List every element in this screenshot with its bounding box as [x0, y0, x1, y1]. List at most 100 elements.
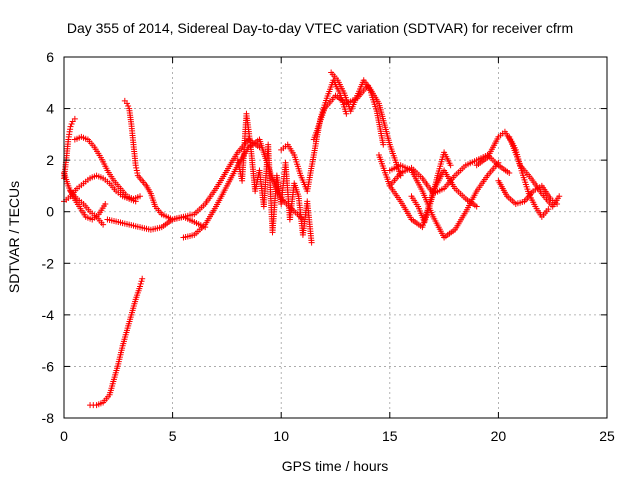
series-arc-4	[71, 133, 144, 202]
data-point-trail	[108, 182, 118, 193]
data-point-trail	[505, 194, 517, 206]
data-point-trail	[286, 143, 296, 156]
series-arc-15	[375, 151, 480, 231]
data-point-trail	[410, 217, 424, 229]
data-point-trail	[105, 169, 116, 182]
data-point-trail	[463, 190, 479, 213]
y-tick-label: 6	[46, 49, 54, 65]
data-point-trail	[97, 203, 107, 216]
data-point-trail	[193, 202, 207, 216]
data-point	[123, 100, 130, 107]
data-point	[71, 115, 78, 122]
data-point-trail	[182, 211, 196, 220]
data-point-trail	[160, 212, 174, 222]
y-axis-label: SDTVAR / TECUs	[6, 181, 22, 293]
data-point-trail	[171, 214, 185, 222]
y-tick-label: 0	[46, 204, 54, 220]
data-point-trail	[101, 393, 111, 404]
data-point	[100, 221, 107, 228]
data-point	[447, 162, 454, 169]
data-point-trail	[329, 71, 339, 82]
data-point-trail	[497, 163, 511, 175]
data-point-trail	[453, 164, 467, 177]
data-point-trail	[69, 190, 79, 200]
x-tick-label: 20	[491, 428, 507, 444]
data-point-trail	[80, 134, 89, 142]
data-point-trail	[214, 169, 229, 190]
data-point-trail	[389, 163, 402, 173]
data-point-trail	[280, 143, 289, 152]
data-point-trail	[399, 165, 413, 175]
data-point	[139, 275, 146, 282]
data-point-trail	[82, 202, 92, 213]
data-point-trail	[112, 179, 122, 190]
data-point-trail	[111, 363, 121, 381]
data-point-trail	[119, 187, 129, 198]
data-point-trail	[453, 210, 468, 231]
data-point-trail	[117, 219, 130, 228]
data-point-trail	[68, 121, 75, 127]
y-tick-label: 2	[46, 152, 54, 168]
series-arc-21	[506, 133, 552, 220]
data-point-trail	[144, 184, 153, 195]
data-point-trail	[107, 378, 117, 396]
data-point-trail	[95, 215, 105, 226]
data-point	[343, 110, 350, 117]
data-point-trail	[420, 177, 435, 195]
data-point-trail	[82, 176, 91, 185]
data-point-trail	[120, 329, 130, 347]
data-point-trail	[126, 107, 134, 125]
data-point	[556, 193, 563, 200]
data-point-trail	[133, 285, 143, 301]
data-point-trail	[128, 123, 137, 146]
x-tick-label: 25	[599, 428, 615, 444]
data-point-trail	[532, 184, 543, 193]
data-point-trail	[428, 174, 440, 203]
data-point-trail	[388, 184, 403, 203]
data-point-trail	[121, 194, 130, 201]
data-point-trail	[115, 345, 126, 365]
data-point	[137, 193, 144, 200]
data-point-trail	[193, 223, 207, 237]
data-point-trail	[398, 200, 414, 221]
data-point-trail	[422, 200, 434, 223]
data-point-trail	[410, 166, 424, 180]
data-point-trail	[106, 217, 120, 225]
data-point-trail	[77, 205, 88, 218]
data-point-trail	[115, 189, 124, 198]
grid	[64, 57, 607, 418]
data-point-trail	[526, 192, 538, 208]
data-point-trail	[92, 146, 103, 159]
data-point-trail	[442, 174, 457, 190]
data-point-trail	[465, 158, 478, 168]
data-point	[473, 203, 480, 210]
x-axis-label: GPS time / hours	[282, 458, 389, 474]
data-point-trail	[84, 214, 94, 222]
data-point-trail	[203, 205, 218, 226]
data-point-trail	[86, 138, 96, 149]
data-point-trail	[128, 222, 141, 230]
data-point-trail	[65, 126, 74, 140]
data-point-trail	[374, 110, 386, 146]
series-arc-16	[386, 159, 502, 241]
chart-title: Day 355 of 2014, Sidereal Day-to-day VTE…	[67, 20, 573, 36]
series-arc-11	[234, 110, 315, 246]
data-point-trail	[518, 164, 533, 180]
data-point-trail	[442, 151, 453, 167]
data-point-trail	[74, 134, 83, 142]
data-point-trail	[132, 194, 141, 201]
data-point-trail	[376, 154, 392, 187]
data-point-trail	[362, 79, 372, 92]
data-point-trail	[137, 278, 145, 287]
data-point-trail	[292, 154, 303, 177]
series-arc-20	[495, 177, 561, 207]
y-tick-label: -6	[42, 358, 55, 374]
data-point-trail	[124, 314, 134, 332]
data-point-trail	[485, 136, 501, 159]
plot-frame	[63, 56, 608, 419]
data-point	[102, 200, 109, 207]
data-point-trail	[136, 174, 144, 183]
x-tick-label: 5	[169, 428, 177, 444]
series-arc-5	[67, 188, 107, 228]
